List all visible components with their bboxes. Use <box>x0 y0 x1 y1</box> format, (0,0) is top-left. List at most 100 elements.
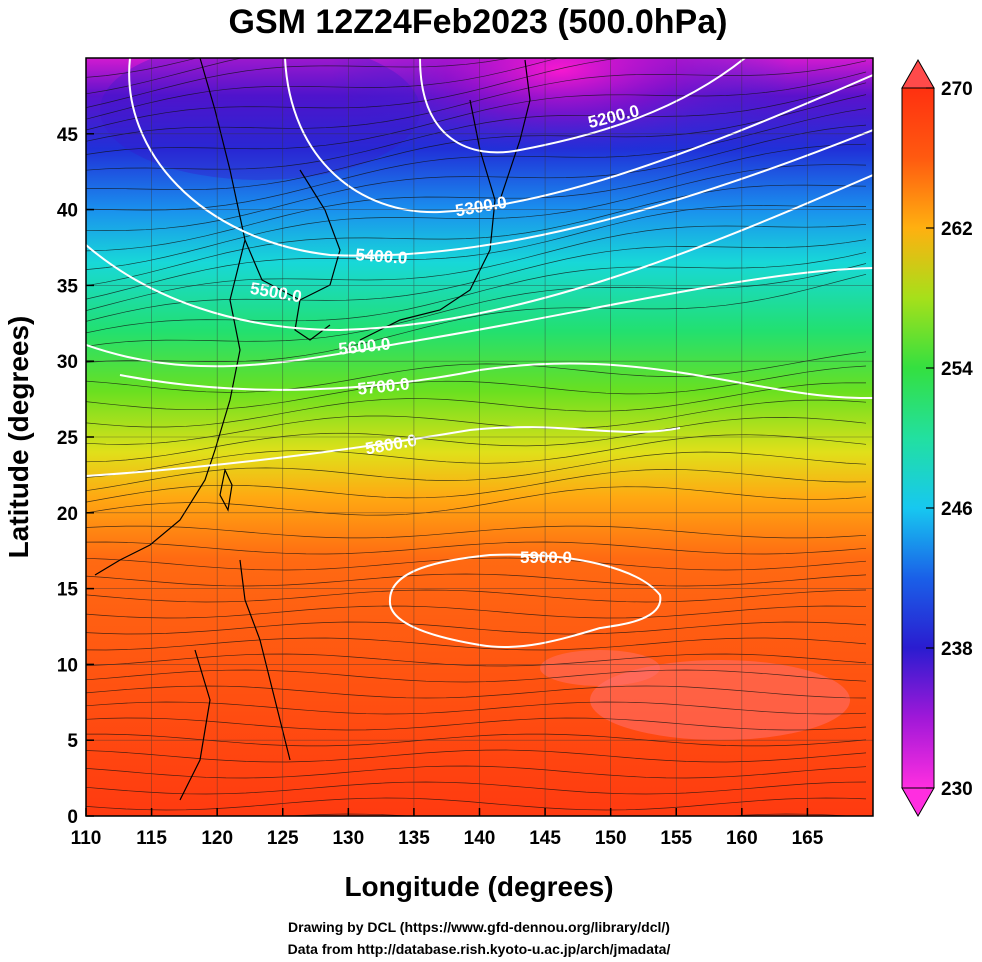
streamline <box>86 143 867 252</box>
streamline <box>86 541 867 555</box>
cold-trough <box>100 58 420 180</box>
streamline <box>86 263 867 347</box>
x-tick-label: 110 <box>71 828 102 849</box>
credit-drawing: Drawing by DCL (https://www.gfd-dennou.o… <box>288 919 670 935</box>
streamline <box>86 451 867 492</box>
colorbar-tick-label: 238 <box>941 639 973 660</box>
streamline <box>86 685 867 699</box>
streamline <box>86 797 867 811</box>
streamline <box>86 94 867 191</box>
map-title: GSM 12Z24Feb2023 (500.0hPa) <box>229 3 728 41</box>
streamline <box>86 205 867 300</box>
contour-5700 <box>119 362 873 400</box>
streamline <box>86 58 244 95</box>
streamline <box>86 637 867 651</box>
y-tick-label: 40 <box>57 201 78 222</box>
contour-5600 <box>86 267 873 368</box>
streamline <box>86 733 867 747</box>
streamline <box>86 621 867 635</box>
y-tick-label: 35 <box>57 276 79 297</box>
colorbar-tick-label: 262 <box>941 219 973 240</box>
streamline <box>86 164 867 270</box>
x-tick-label: 150 <box>595 828 627 849</box>
y-tick-label: 25 <box>57 428 79 449</box>
streamline <box>86 749 867 763</box>
x-tick-label: 130 <box>332 828 364 849</box>
streamline <box>86 58 512 108</box>
warm-patch <box>590 660 850 740</box>
contour-5500 <box>86 174 873 332</box>
x-tick-label: 140 <box>464 828 496 849</box>
streamline <box>86 557 867 571</box>
x-tick-label: 120 <box>201 828 233 849</box>
streamline <box>86 469 867 503</box>
x-tick-label: 155 <box>660 828 692 849</box>
y-tick-label: 15 <box>57 580 79 601</box>
streamline <box>86 669 867 683</box>
streamline <box>86 124 867 231</box>
y-tick-label: 0 <box>67 807 78 828</box>
warm-patch-2 <box>540 650 660 686</box>
streamline <box>86 573 867 587</box>
y-tick-label: 5 <box>67 731 78 752</box>
x-tick-label: 115 <box>136 828 167 849</box>
contour-label-5900: 5900.0 <box>520 548 572 567</box>
grid-lines <box>86 58 873 816</box>
colorbar-bar <box>901 87 935 789</box>
contour-5900 <box>388 553 662 649</box>
streamline <box>86 108 867 211</box>
colorbar-ticks: 230 238 246 254 262 270 <box>926 79 973 800</box>
streamline <box>86 251 867 334</box>
colorbar-tick-label: 270 <box>941 79 973 100</box>
streamline <box>86 273 867 363</box>
x-tick-label: 135 <box>398 828 430 849</box>
colorbar-top-arrow <box>901 58 935 89</box>
streamline <box>86 382 867 428</box>
streamline <box>86 605 867 619</box>
y-axis: 0 5 10 15 20 25 30 35 40 45 <box>57 125 94 828</box>
streamline <box>86 184 867 287</box>
streamline <box>86 239 867 322</box>
streamline <box>86 58 560 120</box>
streamline <box>86 525 867 539</box>
x-tick-label: 165 <box>792 828 824 849</box>
contour-5800 <box>86 426 681 477</box>
x-axis: 110 115 120 125 130 135 140 145 150 155 160 165 <box>71 808 824 849</box>
colorbar-bottom-arrow <box>901 787 935 818</box>
streamline <box>86 781 867 795</box>
contour-5200 <box>419 58 746 154</box>
streamline <box>86 58 623 131</box>
credit-data: Data from http://database.rish.kyoto-u.a… <box>288 941 671 957</box>
streamline <box>86 434 867 478</box>
streamline <box>86 589 867 603</box>
colorbar-tick-label: 230 <box>941 779 973 800</box>
x-axis-title: Longitude (degrees) <box>344 871 613 902</box>
y-tick-label: 20 <box>57 504 78 525</box>
streamline <box>86 399 867 445</box>
plot-area: 5200.0 5300.0 5400.0 5500.0 5600.0 5700.… <box>86 58 873 816</box>
x-tick-label: 160 <box>726 828 758 849</box>
streamline <box>86 82 867 171</box>
streamline <box>86 765 867 779</box>
x-tick-label: 125 <box>267 828 299 849</box>
streamline <box>86 60 867 142</box>
streamline <box>86 486 867 516</box>
colorbar-tick-label: 254 <box>941 359 973 380</box>
contour-5400 <box>128 58 873 257</box>
contour-label-5400: 5400.0 <box>355 245 408 268</box>
streamline <box>86 71 867 155</box>
streamline <box>86 653 867 667</box>
y-tick-label: 10 <box>57 655 78 676</box>
colorbar: 230 238 246 254 262 270 <box>901 58 973 818</box>
streamline <box>86 365 867 411</box>
y-axis-title: Latitude (degrees) <box>3 316 34 559</box>
y-tick-label: 30 <box>57 352 78 373</box>
x-tick-label: 145 <box>529 828 561 849</box>
streamline <box>86 223 867 311</box>
streamline <box>86 701 867 715</box>
streamline <box>86 717 867 731</box>
y-tick-label: 45 <box>57 125 79 146</box>
colorbar-tick-label: 246 <box>941 499 973 520</box>
wind-streamlines <box>86 58 867 816</box>
